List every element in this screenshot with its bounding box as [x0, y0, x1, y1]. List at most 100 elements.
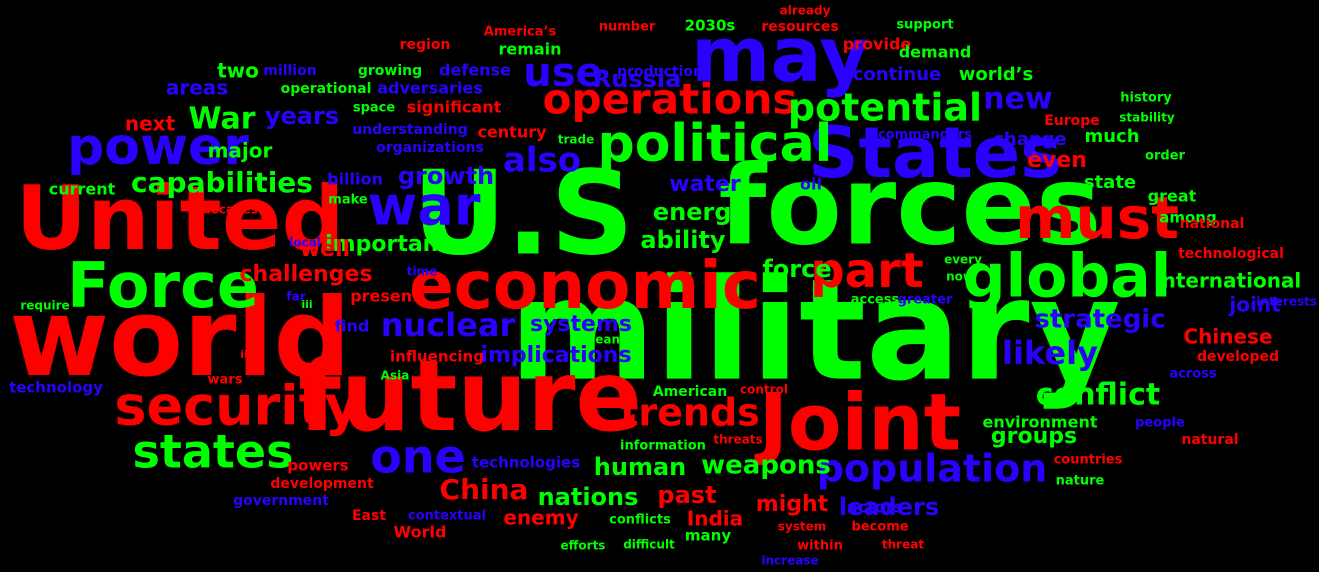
word: well	[300, 237, 350, 262]
word: development	[270, 476, 374, 492]
word: world’s	[959, 64, 1033, 85]
word: million	[263, 63, 316, 79]
word: resources	[761, 19, 838, 35]
word: one	[370, 430, 466, 484]
word: oil	[800, 175, 822, 194]
word: human	[594, 453, 686, 481]
word: access	[851, 293, 900, 308]
word: areas	[166, 76, 228, 100]
word: water	[669, 172, 741, 197]
word: contextual	[408, 509, 486, 524]
word: past	[657, 481, 716, 509]
word: trade	[558, 133, 594, 147]
word: means	[583, 333, 627, 347]
word: likely	[1002, 334, 1098, 372]
word: influencing	[390, 348, 484, 366]
word: new	[983, 82, 1052, 117]
word: among	[1159, 209, 1216, 227]
word: iii	[301, 298, 312, 311]
word: require	[20, 299, 69, 313]
word: countries	[1054, 453, 1123, 468]
word: continue	[853, 64, 941, 85]
word: weapons	[701, 451, 831, 481]
word: America’s	[484, 25, 557, 40]
word: make	[328, 193, 368, 208]
word: organizations	[376, 140, 484, 156]
word: provide	[843, 35, 912, 54]
word: history	[1120, 91, 1172, 106]
word: technology	[9, 379, 103, 397]
word: ii	[240, 348, 248, 361]
word: challenges	[240, 262, 373, 287]
word: U.S	[412, 147, 634, 282]
word: support	[896, 18, 953, 33]
word: information	[620, 439, 706, 454]
word: growing	[358, 63, 422, 79]
word: leaders	[839, 493, 939, 521]
word: potential	[788, 86, 982, 130]
word: years	[265, 102, 339, 130]
word: Russia	[593, 65, 682, 93]
word: economic	[409, 247, 761, 324]
word: significant	[407, 98, 502, 117]
word: national	[1180, 216, 1245, 232]
word: force	[762, 255, 831, 283]
word: power	[67, 117, 249, 177]
word: might	[756, 492, 829, 517]
word: people	[1135, 416, 1185, 431]
word: region	[400, 37, 451, 53]
word: billion	[327, 170, 383, 189]
word: order	[1145, 149, 1185, 164]
word: current	[49, 180, 116, 199]
word: government	[233, 493, 329, 509]
word: United	[15, 167, 344, 270]
word: across	[1169, 367, 1217, 382]
word: efforts	[561, 539, 606, 553]
word: war	[368, 175, 481, 238]
word: difficult	[623, 538, 675, 552]
word: great	[1148, 187, 1197, 206]
word: security	[114, 375, 359, 438]
word: important	[325, 232, 449, 257]
word: operations	[543, 75, 798, 124]
word: local	[289, 236, 321, 250]
word: operational	[281, 81, 372, 97]
word: global	[963, 242, 1172, 312]
word: world	[9, 276, 351, 401]
word: interests	[1256, 295, 1317, 309]
word: international	[1155, 269, 1302, 293]
word: production	[617, 64, 703, 80]
word: conflict	[1036, 378, 1160, 413]
word: greater	[898, 293, 953, 308]
word: may	[691, 10, 869, 99]
word: defense	[439, 61, 511, 80]
word: nature	[1056, 474, 1105, 489]
word: conflicts	[609, 513, 671, 528]
word: already	[780, 4, 831, 18]
word: growth	[398, 162, 494, 190]
word: present	[350, 287, 420, 306]
word: forces	[719, 141, 1102, 269]
word: American	[653, 384, 727, 400]
word: even	[1027, 148, 1087, 173]
word: system	[778, 520, 827, 534]
word: adversaries	[377, 79, 483, 98]
word: use	[523, 50, 602, 96]
word: Europe	[1044, 113, 1100, 129]
word: joint	[1228, 293, 1281, 317]
word: World	[394, 523, 447, 542]
word: implications	[480, 343, 631, 368]
word: military	[509, 250, 1121, 413]
word: nations	[538, 483, 639, 511]
word: change	[993, 129, 1067, 150]
word: far	[286, 290, 305, 304]
word: within	[797, 539, 843, 554]
word: threats	[713, 433, 762, 447]
word: next	[125, 112, 176, 136]
word: Joint	[754, 378, 961, 468]
word: ability	[640, 226, 726, 254]
